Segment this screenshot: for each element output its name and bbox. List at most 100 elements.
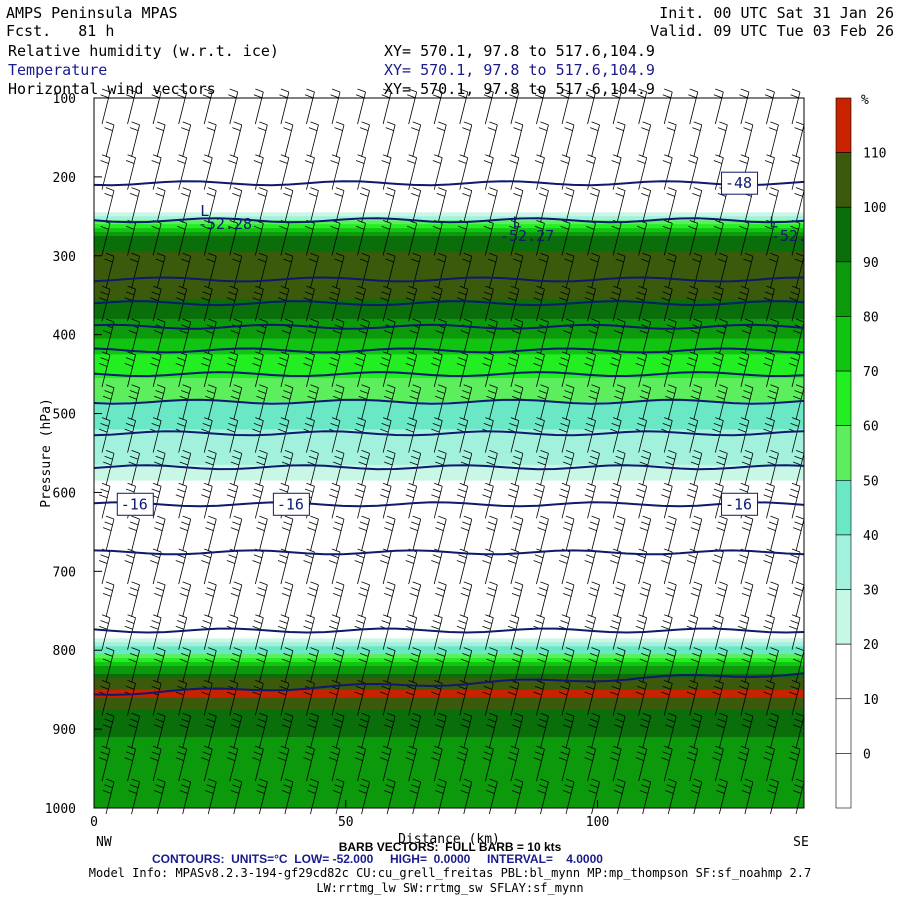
wind-barb-feather (564, 652, 573, 657)
wind-barb-staff (203, 91, 213, 125)
wind-barb-feather (407, 751, 416, 756)
wind-barb-feather (279, 488, 288, 493)
wind-barb-staff (795, 387, 805, 420)
wind-barb-feather (612, 614, 622, 619)
wind-barb-feather (208, 318, 217, 323)
wind-barb-feather (507, 363, 517, 367)
rh-band (94, 551, 804, 557)
rh-band (94, 480, 804, 486)
wind-barb-feather (641, 718, 650, 723)
wind-barb-feather (641, 258, 650, 263)
wind-barb-feather (764, 488, 774, 493)
wind-barb-feather (739, 422, 748, 427)
wind-barb-feather (537, 593, 546, 597)
wind-barb-feather (767, 330, 776, 334)
wind-barb-feather (562, 330, 572, 334)
wind-barb-feather (587, 285, 596, 290)
wind-barb-feather (562, 593, 572, 597)
wind-barb-feather (693, 581, 702, 586)
temperature-contour (93, 347, 805, 354)
wind-barb-staff (178, 91, 188, 125)
wind-barb-feather (591, 318, 600, 323)
wind-barb-staff (412, 190, 422, 223)
wind-barb-feather (712, 428, 721, 433)
wind-barb-staff (663, 683, 673, 716)
wind-barb-feather (485, 154, 494, 159)
wind-barb-feather (178, 417, 187, 421)
wind-barb-feather (764, 225, 774, 230)
wind-barb-staff (642, 584, 652, 617)
wind-barb-feather (151, 488, 160, 493)
wind-barb-feather (155, 587, 164, 591)
wind-barb-feather (284, 384, 294, 389)
wind-barb-feather (306, 88, 315, 93)
contour-label: -52. (771, 227, 807, 245)
wind-barb-feather (407, 291, 416, 296)
wind-barb-feather (125, 685, 135, 690)
wind-barb-feather (456, 625, 466, 630)
wind-barb-feather (766, 351, 775, 356)
wind-barb-staff (408, 749, 418, 782)
wind-barb-feather (483, 488, 493, 493)
rh-band (94, 488, 804, 493)
wind-barb-feather (412, 121, 421, 126)
wind-barb-feather (232, 455, 241, 460)
wind-barb-feather (331, 482, 341, 487)
wind-barb-feather (766, 482, 775, 487)
wind-barb-feather (584, 297, 593, 302)
wind-barb-staff (587, 420, 596, 453)
wind-barb-feather (507, 625, 517, 630)
wind-barb-feather (485, 614, 494, 619)
wind-barb-feather (507, 297, 517, 302)
wind-barb-feather (615, 587, 624, 591)
wind-barb-staff (306, 223, 315, 256)
colorbar-bin (835, 152, 852, 208)
rh-band (94, 153, 804, 158)
wind-barb-staff (127, 91, 136, 125)
wind-barb-feather (100, 685, 109, 690)
wind-barb-staff (437, 124, 447, 157)
wind-barb-feather (131, 187, 140, 191)
wind-barb-feather (131, 252, 140, 257)
wind-barb-staff (207, 256, 217, 289)
wind-barb-feather (584, 691, 593, 696)
wind-barb-feather (767, 658, 776, 663)
wind-barb-feather (334, 127, 343, 131)
wind-barb-feather (788, 625, 798, 630)
wind-barb-feather (459, 417, 468, 421)
wind-barb-feather (459, 548, 468, 553)
wind-barb-feather (715, 220, 724, 224)
rh-band (94, 429, 804, 434)
wind-barb-feather (332, 330, 342, 334)
wind-barb-feather (125, 620, 135, 624)
wind-barb-feather (332, 593, 342, 597)
wind-barb-staff (689, 617, 699, 650)
wind-barb-staff (284, 124, 294, 157)
wind-barb-feather (308, 192, 318, 197)
wind-barb-feather (616, 121, 626, 126)
wind-barb-feather (788, 757, 798, 762)
wind-barb-feather (385, 587, 394, 591)
wind-barb-feather (712, 560, 721, 564)
wind-barb-feather (489, 778, 498, 783)
wind-barb-feather (561, 351, 571, 356)
wind-barb-feather (102, 658, 112, 663)
wind-barb-feather (635, 691, 644, 696)
wind-barb-feather (331, 88, 341, 93)
wind-barb-staff (258, 781, 268, 815)
wind-barb-feather (304, 488, 314, 493)
wind-barb-feather (280, 88, 290, 93)
rh-band (94, 784, 804, 789)
wind-barb-staff (540, 584, 549, 617)
wind-barb-feather (335, 450, 345, 454)
wind-barb-feather (612, 154, 622, 159)
wind-barb-staff (229, 354, 239, 387)
wind-barb-feather (558, 363, 568, 367)
wind-barb-feather (463, 647, 472, 651)
rh-band (94, 681, 804, 687)
wind-barb-feather (737, 297, 747, 302)
wind-barb-feather (277, 757, 287, 762)
wind-barb-feather (204, 548, 213, 553)
wind-barb-feather (686, 428, 696, 433)
